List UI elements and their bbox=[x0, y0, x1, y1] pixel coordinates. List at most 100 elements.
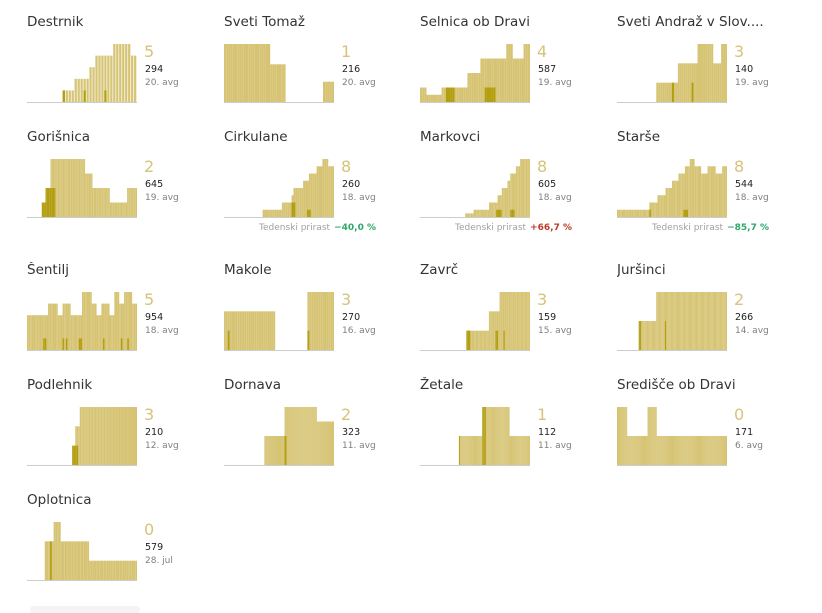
bar bbox=[685, 436, 687, 465]
bar bbox=[117, 560, 120, 580]
municipality-card[interactable]: Selnica ob Dravi 4 587 19. avg bbox=[393, 0, 583, 110]
bar bbox=[264, 209, 267, 217]
municipality-card[interactable]: Destrnik 5 294 20. avg bbox=[0, 0, 190, 110]
bar bbox=[720, 173, 723, 217]
bar bbox=[474, 330, 476, 350]
bar bbox=[237, 44, 240, 102]
bar bbox=[80, 541, 82, 580]
municipality-card[interactable]: Sveti Tomaž 1 216 20. avg bbox=[197, 0, 387, 110]
municipality-card[interactable]: Šentilj 5 954 18. avg bbox=[0, 248, 190, 358]
bar bbox=[129, 560, 132, 580]
bar bbox=[119, 303, 121, 350]
bar bbox=[684, 436, 686, 465]
bar bbox=[228, 44, 231, 102]
bar bbox=[317, 421, 319, 465]
municipality-card[interactable]: Središče ob Dravi 0 171 6. avg bbox=[590, 363, 780, 473]
municipality-card[interactable]: Dornava 2 323 11. avg bbox=[197, 363, 387, 473]
bar bbox=[681, 292, 683, 350]
bar-new-cases bbox=[672, 82, 674, 102]
bar bbox=[685, 63, 688, 102]
bar bbox=[125, 292, 128, 350]
municipality-card[interactable]: Cirkulane 8 260 18. avg bbox=[197, 115, 387, 225]
bar bbox=[224, 311, 226, 350]
municipality-card[interactable]: Oplotnica 0 579 28. jul bbox=[0, 478, 190, 588]
bar-new-cases bbox=[686, 209, 689, 217]
bar bbox=[102, 407, 104, 465]
bar bbox=[502, 407, 504, 465]
bar bbox=[663, 292, 665, 350]
bar bbox=[96, 315, 99, 350]
bar bbox=[626, 209, 629, 217]
municipality-card[interactable]: Gorišnica 2 645 19. avg bbox=[0, 115, 190, 225]
bar bbox=[675, 436, 677, 465]
bar bbox=[80, 159, 82, 217]
bar bbox=[643, 321, 645, 350]
bar bbox=[641, 209, 643, 217]
bar-new-cases bbox=[484, 407, 486, 465]
bar bbox=[59, 159, 61, 217]
bar bbox=[712, 292, 714, 350]
bar bbox=[118, 407, 121, 465]
bar bbox=[55, 159, 57, 217]
bar bbox=[270, 209, 273, 217]
bar bbox=[519, 292, 521, 350]
bar bbox=[495, 58, 498, 102]
municipality-card[interactable]: Sveti Andraž v Slov.... 3 140 19. avg bbox=[590, 0, 780, 110]
municipality-card[interactable]: Markovci 8 605 18. avg bbox=[393, 115, 583, 225]
bar bbox=[289, 202, 292, 217]
bar bbox=[320, 292, 323, 350]
bar bbox=[286, 407, 288, 465]
bar bbox=[649, 321, 651, 350]
municipality-card[interactable]: Žetale 1 112 11. avg bbox=[393, 363, 583, 473]
bar bbox=[478, 330, 480, 350]
bar bbox=[669, 292, 671, 350]
bar-new-cases bbox=[448, 87, 451, 102]
municipality-card[interactable]: Podlehnik 3 210 12. avg bbox=[0, 363, 190, 473]
bar bbox=[618, 209, 621, 217]
bar bbox=[241, 44, 244, 102]
bar bbox=[672, 436, 674, 465]
bar bbox=[266, 436, 268, 465]
municipality-card[interactable]: Juršinci 2 266 14. avg bbox=[590, 248, 780, 358]
bar bbox=[277, 436, 279, 465]
bar bbox=[657, 436, 659, 465]
bar bbox=[289, 407, 291, 465]
bar bbox=[721, 44, 724, 102]
bar bbox=[330, 421, 332, 465]
bar bbox=[244, 311, 247, 350]
bar bbox=[711, 436, 713, 465]
bar bbox=[716, 436, 718, 465]
bar bbox=[667, 436, 669, 465]
bar bbox=[630, 436, 632, 465]
municipality-card[interactable]: Zavrč 3 159 15. avg bbox=[393, 248, 583, 358]
bar-new-cases bbox=[495, 330, 497, 350]
bar-new-cases bbox=[62, 338, 65, 350]
bar bbox=[260, 311, 262, 350]
total-cases-value: 159 bbox=[538, 312, 557, 323]
bar bbox=[283, 436, 285, 465]
bar bbox=[104, 188, 107, 217]
bar bbox=[713, 436, 715, 465]
municipality-card[interactable]: Makole 3 270 16. avg bbox=[197, 248, 387, 358]
bar bbox=[645, 436, 647, 465]
bar bbox=[687, 436, 689, 465]
bar bbox=[89, 67, 92, 102]
bar bbox=[331, 81, 334, 102]
bar bbox=[512, 58, 515, 102]
bar bbox=[695, 63, 698, 102]
bar bbox=[62, 159, 65, 217]
total-cases-value: 266 bbox=[735, 312, 754, 323]
bar bbox=[88, 292, 91, 350]
bar bbox=[528, 436, 530, 465]
bar bbox=[101, 188, 103, 217]
bar bbox=[482, 58, 485, 102]
municipality-card[interactable]: Starše 8 544 18. avg bbox=[590, 115, 780, 225]
bar bbox=[476, 209, 478, 217]
bar bbox=[719, 63, 722, 102]
bar bbox=[689, 436, 691, 465]
bar bbox=[510, 436, 512, 465]
bar bbox=[512, 292, 515, 350]
bar bbox=[672, 180, 674, 217]
bar bbox=[525, 436, 527, 465]
bar bbox=[107, 188, 109, 217]
